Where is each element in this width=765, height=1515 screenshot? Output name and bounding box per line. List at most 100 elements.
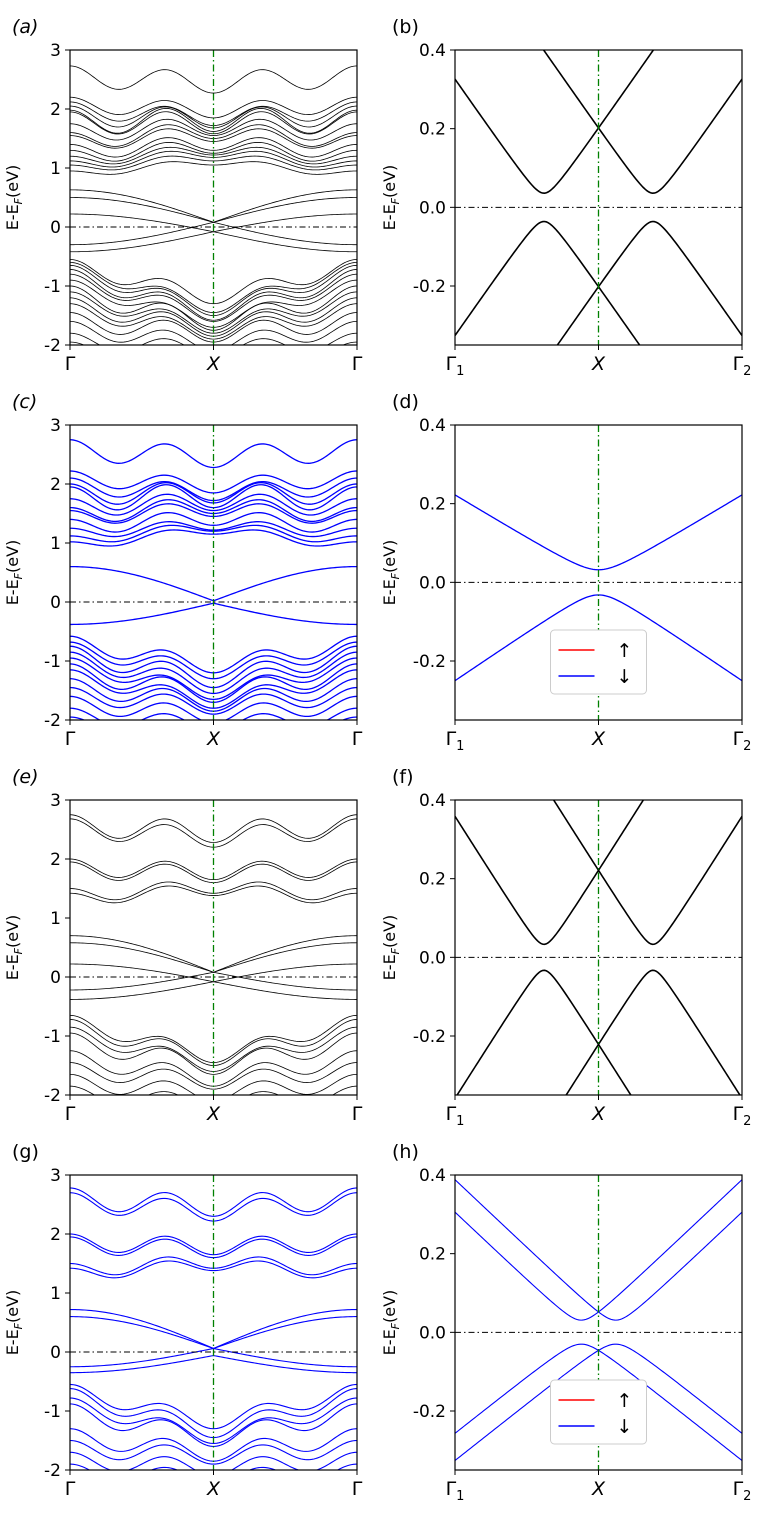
band-line-20	[70, 259, 357, 305]
y-tick-label: 0.2	[419, 120, 446, 140]
band-line-17	[70, 1073, 357, 1095]
y-tick-label: 0.2	[419, 870, 446, 890]
y-axis-label: E-EF(eV)	[380, 165, 402, 231]
band-line-6	[70, 118, 357, 141]
y-tick-label: 3	[50, 1166, 61, 1186]
plot-area	[70, 800, 357, 1095]
panel-label: (a)	[12, 16, 38, 38]
legend-box	[550, 1379, 647, 1445]
legend-box	[550, 629, 647, 695]
y-tick-label: 0	[50, 1343, 61, 1363]
y-tick-label: 0.2	[419, 495, 446, 515]
panel-f: -0.2 0.0 0.2 0.4 Γ1 X Γ2 E-EF(eV) (f)	[380, 766, 751, 1129]
band-line-10	[70, 1383, 357, 1430]
panel-label: (c)	[12, 391, 37, 413]
plot-area	[455, 50, 742, 345]
y-tick-label: 1	[50, 534, 61, 554]
y-tick-label: -1	[44, 1027, 61, 1047]
panel-label: (e)	[12, 766, 39, 788]
y-tick-label: 2	[50, 1225, 61, 1245]
band-line-13	[70, 155, 357, 171]
y-tick-label: 3	[50, 416, 61, 436]
band-line-9	[70, 971, 357, 991]
y-axis-label: E-EF(eV)	[380, 540, 402, 606]
y-tick-label: 0.0	[419, 948, 446, 968]
y-tick-label: 0.4	[419, 1166, 446, 1186]
y-axis-label: E-EF(eV)	[3, 165, 25, 231]
band-line-0	[70, 1187, 357, 1217]
y-tick-label: -0.2	[413, 652, 446, 672]
y-tick-label: 0.4	[419, 41, 446, 61]
panel-d: -0.2 0.0 0.2 0.4 Γ1 X Γ2 E-EF(eV) (d) ↑ ↓	[380, 391, 751, 754]
band-line-6	[70, 1308, 357, 1350]
y-tick-label: 0.4	[419, 791, 446, 811]
band-line-8	[70, 1347, 357, 1368]
x-tick-label: Γ	[65, 1103, 76, 1125]
x-tick-label: Γ	[65, 353, 76, 375]
y-tick-label: -0.2	[413, 277, 446, 297]
y-tick-label: 0	[50, 593, 61, 613]
x-tick-label: Γ	[352, 1103, 363, 1125]
x-tick-label: X	[206, 1103, 221, 1125]
x-tick-label: X	[591, 728, 606, 750]
plot-area	[70, 425, 357, 720]
panel-h: -0.2 0.0 0.2 0.4 Γ1 X Γ2 E-EF(eV) (h) ↑ ↓	[380, 1141, 751, 1504]
plot-area	[455, 1175, 742, 1470]
y-tick-label: 0.2	[419, 1245, 446, 1265]
legend-label: ↑	[617, 1390, 633, 1412]
band-line-0	[70, 439, 357, 469]
band-line-12	[70, 1397, 357, 1445]
x-tick-label: Γ1	[446, 353, 465, 379]
panel-label: (b)	[392, 16, 419, 38]
y-tick-label: -1	[44, 1402, 61, 1422]
x-tick-subscript: 2	[743, 364, 751, 379]
x-tick-label: X	[591, 1103, 606, 1125]
band-line-31	[70, 321, 357, 345]
x-tick-label: Γ	[352, 353, 363, 375]
legend-label: ↑	[617, 640, 633, 662]
y-tick-label: 0.4	[419, 416, 446, 436]
band-line-18	[70, 657, 357, 701]
band-line-5	[70, 1260, 357, 1279]
x-tick-label: Γ	[352, 728, 363, 750]
x-tick-label: Γ	[352, 1478, 363, 1500]
x-tick-label: Γ1	[446, 728, 465, 754]
x-tick-label: X	[206, 353, 221, 375]
y-axis-label: E-EF(eV)	[3, 540, 25, 606]
y-tick-label: 1	[50, 159, 61, 179]
x-tick-label: Γ2	[733, 1478, 752, 1504]
x-tick-label: Γ1	[446, 1478, 465, 1504]
band-line-4	[70, 108, 357, 134]
band-line-14	[70, 161, 357, 175]
x-tick-subscript: 2	[743, 739, 751, 754]
band-line-1	[552, 800, 742, 946]
y-tick-label: 0	[50, 968, 61, 988]
x-tick-label: X	[591, 1478, 606, 1500]
y-tick-label: -2	[44, 1461, 61, 1481]
x-tick-label: Γ1	[446, 1103, 465, 1129]
band-line-29	[70, 303, 357, 340]
y-axis-label: E-EF(eV)	[3, 1290, 25, 1356]
y-axis-label: E-EF(eV)	[380, 915, 402, 981]
x-tick-subscript: 2	[743, 1489, 751, 1504]
band-line-2	[70, 1233, 357, 1256]
y-tick-label: 0.0	[419, 573, 446, 593]
x-tick-subscript: 1	[456, 1489, 464, 1504]
band-line-9	[70, 137, 357, 158]
panel-label: (f)	[392, 766, 414, 788]
band-line-1	[70, 96, 357, 119]
y-tick-label: -2	[44, 711, 61, 731]
band-line-17	[70, 651, 357, 695]
band-line-2	[70, 858, 357, 881]
band-line-15	[70, 641, 357, 680]
panel-label: (h)	[392, 1141, 419, 1163]
y-axis-label: E-EF(eV)	[3, 915, 25, 981]
plot-area	[70, 1175, 357, 1470]
y-tick-label: -2	[44, 1086, 61, 1106]
plot-area	[455, 800, 742, 1095]
band-line-1	[70, 470, 357, 494]
y-tick-label: -0.2	[413, 1402, 446, 1422]
band-line-18	[70, 221, 357, 246]
y-tick-label: 1	[50, 1284, 61, 1304]
